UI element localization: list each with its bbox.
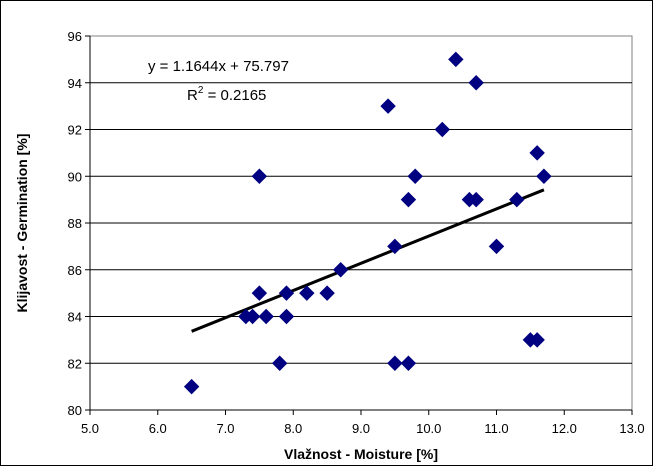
data-point xyxy=(509,191,525,208)
data-point xyxy=(244,308,261,325)
y-tick-label: 90 xyxy=(68,169,82,184)
data-point xyxy=(387,355,403,371)
gridlines xyxy=(90,82,632,364)
data-point xyxy=(258,308,274,325)
data-point xyxy=(299,285,315,301)
y-tick-label: 94 xyxy=(68,76,82,91)
data-point xyxy=(183,378,200,395)
trendline xyxy=(191,188,545,333)
y-tick-label: 92 xyxy=(68,123,82,138)
data-point xyxy=(387,238,403,255)
x-axis-title: Vlažnost - Moisture [%] xyxy=(284,446,438,462)
data-point xyxy=(529,145,545,161)
r-squared-value: = 0.2165 xyxy=(203,87,266,104)
y-tick-label: 82 xyxy=(68,356,82,371)
data-point xyxy=(332,262,349,278)
r-squared-text: R2 = 0.2165 xyxy=(187,85,266,104)
y-axis-title: Klijavost - Germination [%] xyxy=(14,134,30,313)
data-point xyxy=(380,98,396,114)
data-point xyxy=(434,121,451,138)
trendline-layer xyxy=(191,188,545,333)
x-tick-label: 12.0 xyxy=(552,421,577,436)
data-points xyxy=(183,51,552,395)
data-point xyxy=(488,238,505,255)
data-point xyxy=(448,51,464,68)
data-point xyxy=(251,285,268,301)
axes: 80 82 84 86 88 90 92 94 96 5.0 6.0 7.0 8.0 9.0 10.0 11.… xyxy=(68,29,645,436)
y-tick-label: 80 xyxy=(68,403,82,418)
x-tick-label: 9.0 xyxy=(352,421,370,436)
y-tick-label: 84 xyxy=(68,310,82,325)
data-point xyxy=(251,168,268,184)
data-point xyxy=(468,75,484,91)
x-tick-label: 11.0 xyxy=(484,421,508,436)
x-tick-label: 13.0 xyxy=(619,421,644,436)
data-point xyxy=(468,191,484,208)
y-tick-label: 96 xyxy=(68,29,82,44)
data-point xyxy=(278,285,295,301)
equation-text: y = 1.1644x + 75.797 xyxy=(148,58,289,75)
x-tick-label: 5.0 xyxy=(81,421,99,436)
r-squared-exponent: 2 xyxy=(198,85,204,96)
data-point xyxy=(529,332,545,348)
x-tick-label: 7.0 xyxy=(216,421,234,436)
y-tick-label: 86 xyxy=(68,263,82,278)
data-point xyxy=(407,168,423,184)
data-point xyxy=(400,191,417,208)
data-point xyxy=(536,168,552,184)
r-squared-label: R xyxy=(187,87,198,104)
trendline-equation: y = 1.1644x + 75.797 R2 = 0.2165 xyxy=(148,58,289,104)
data-point xyxy=(278,308,295,325)
data-point xyxy=(400,355,417,371)
x-tick-label: 6.0 xyxy=(149,421,167,436)
data-point xyxy=(319,285,335,301)
x-tick-label: 8.0 xyxy=(284,421,302,436)
y-tick-label: 88 xyxy=(68,216,82,231)
x-tick-label: 10.0 xyxy=(416,421,441,436)
data-point xyxy=(271,355,288,371)
